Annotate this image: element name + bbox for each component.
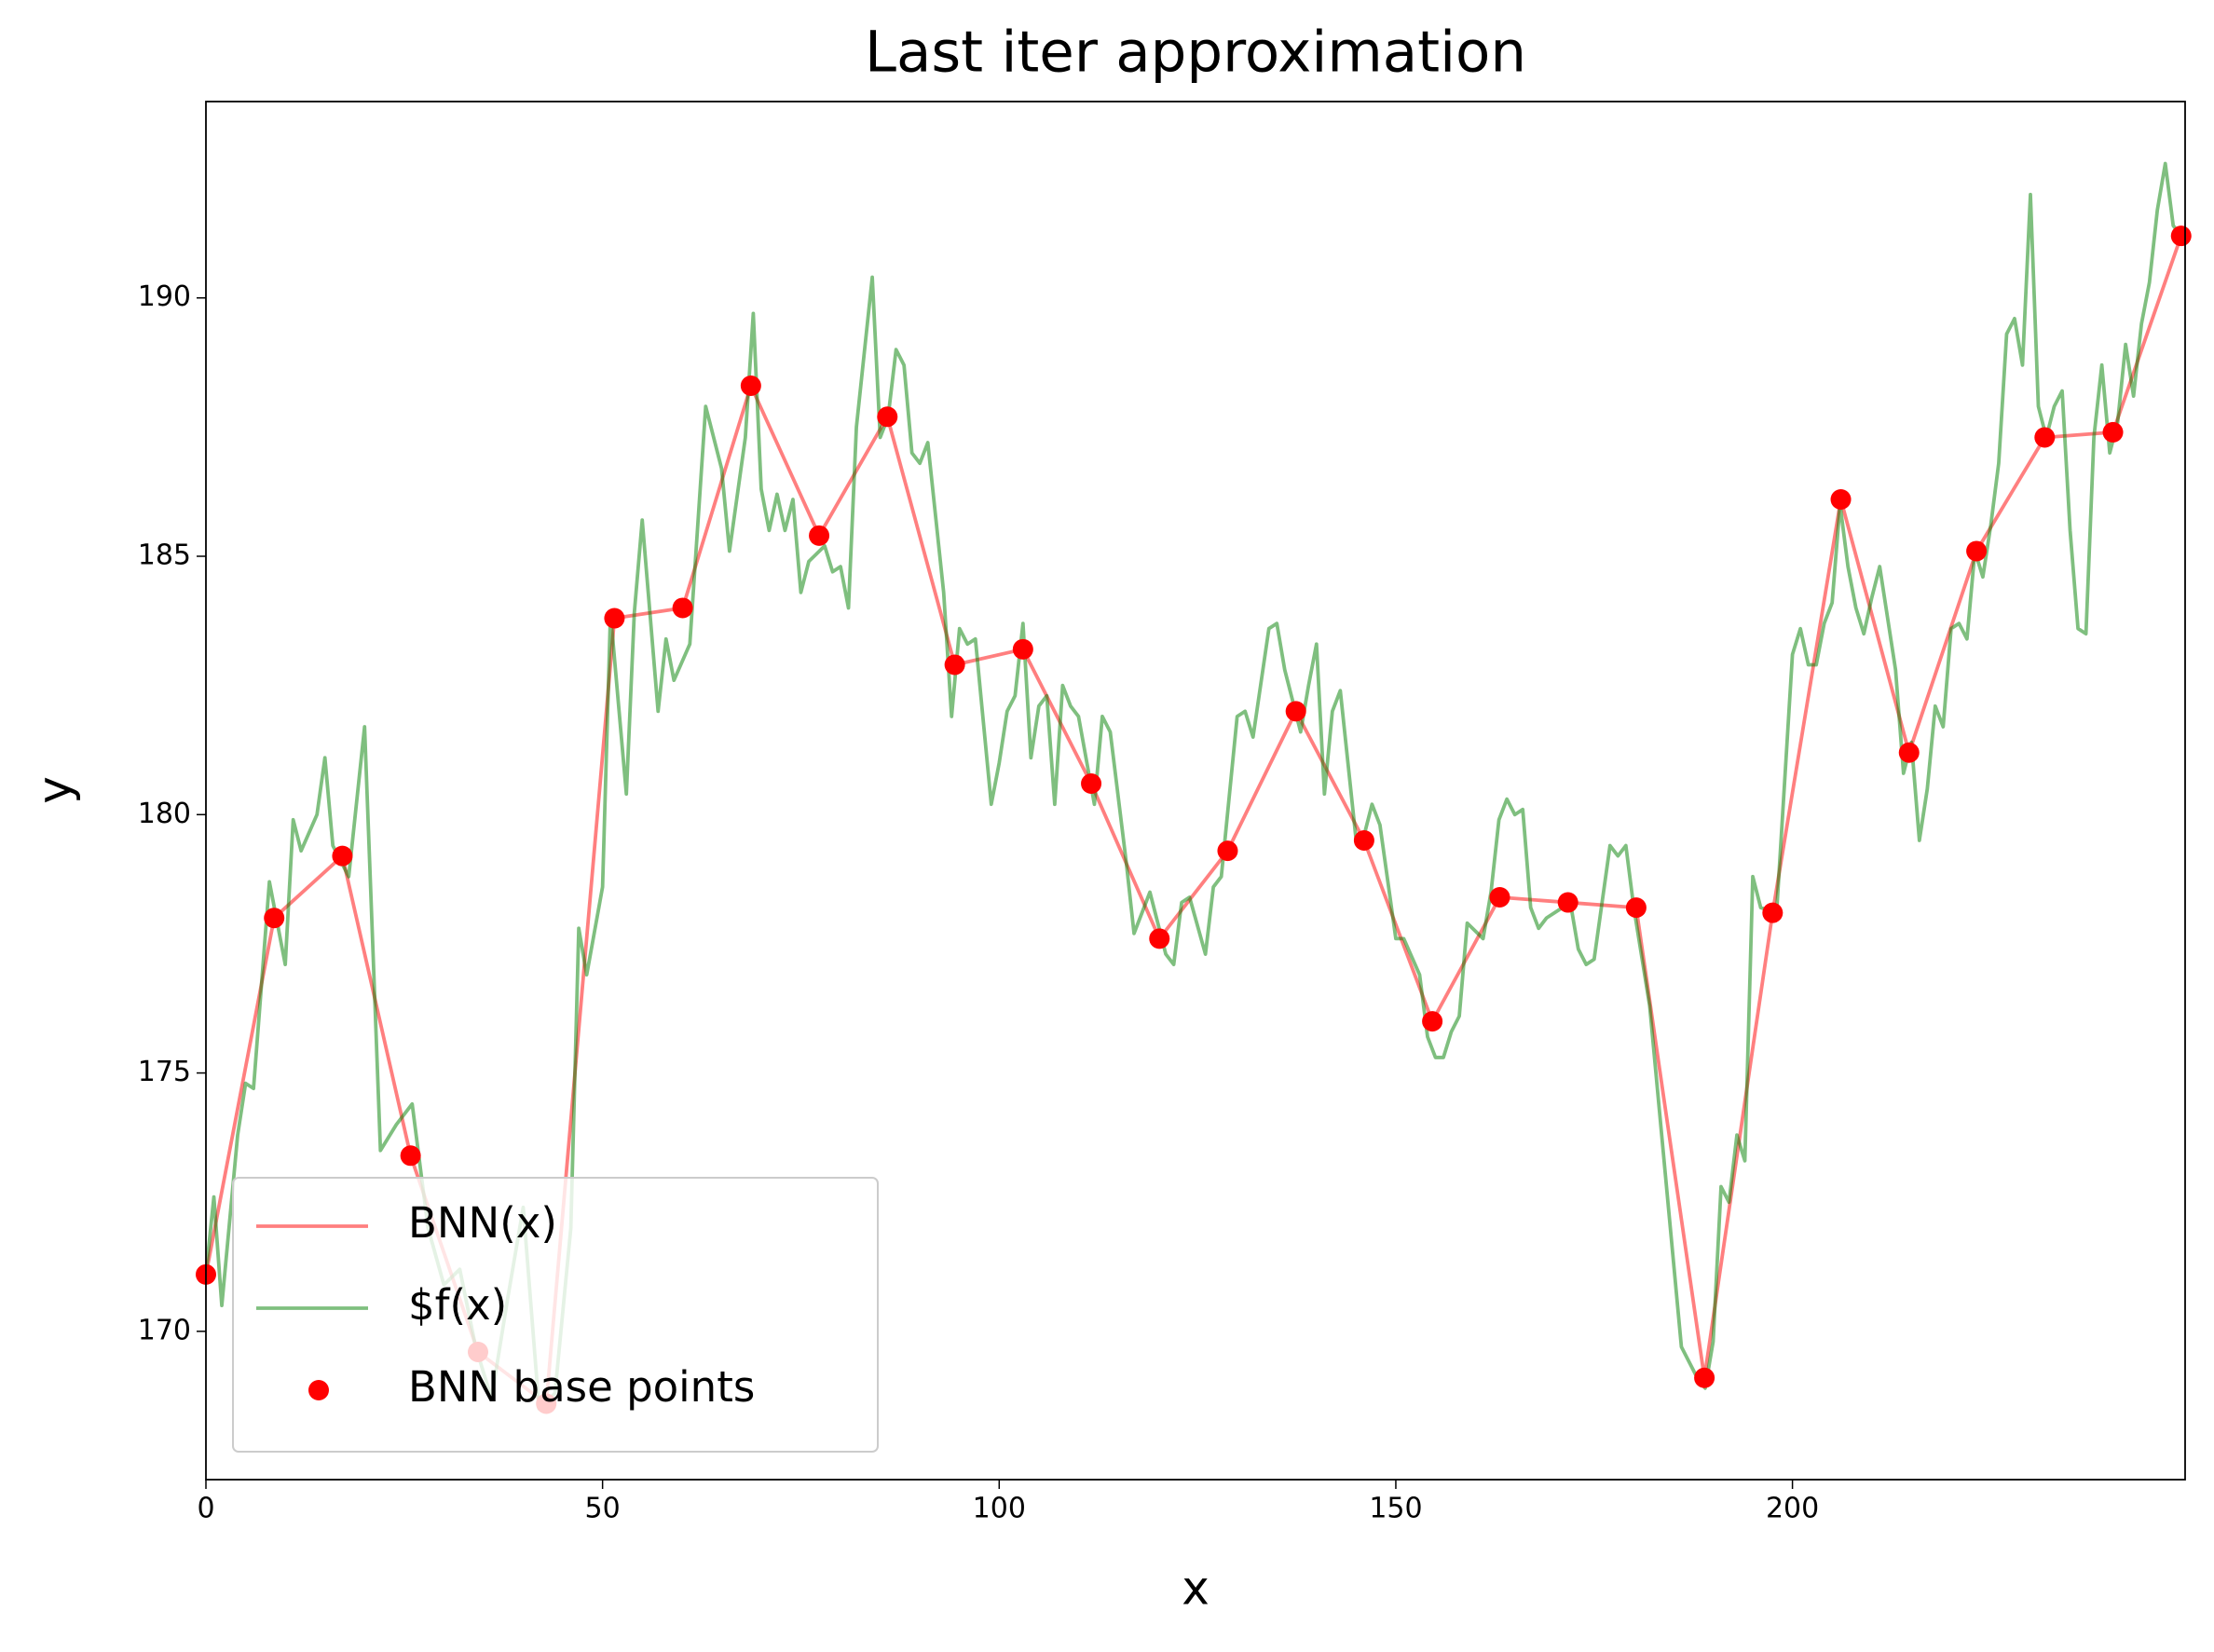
scatter-point [1694, 1367, 1715, 1388]
legend-label: BNN base points [408, 1362, 755, 1412]
scatter-point [1830, 489, 1852, 511]
scatter-point [1625, 897, 1647, 919]
y-tick-label: 170 [138, 1314, 191, 1346]
legend-label: $f(x) [408, 1280, 507, 1330]
scatter-point [877, 406, 898, 428]
x-axis-label: x [1182, 1562, 1210, 1616]
scatter-point [944, 654, 965, 676]
x-tick-label: 150 [1369, 1493, 1422, 1525]
x-tick-label: 100 [973, 1493, 1026, 1525]
legend-label: BNN(x) [408, 1198, 557, 1248]
scatter-point [1422, 1011, 1443, 1032]
scatter-point [2102, 421, 2124, 443]
scatter-point [264, 908, 285, 929]
scatter-point [740, 375, 761, 397]
scatter-point [672, 597, 693, 619]
scatter-point [2170, 225, 2192, 247]
scatter-point [1762, 902, 1784, 923]
chart-title: Last iter approximation [865, 20, 1526, 86]
y-tick-label: 185 [138, 539, 191, 572]
scatter-point [1081, 773, 1102, 795]
x-tick-label: 0 [197, 1493, 214, 1525]
legend-marker [308, 1380, 329, 1400]
scatter-point [1285, 701, 1306, 722]
y-axis-label: y [28, 776, 82, 804]
scatter-point [809, 525, 830, 546]
axes-frame [205, 101, 2186, 1481]
scatter-point [1217, 840, 1238, 862]
scatter-point [1149, 928, 1170, 949]
x-tick-label: 50 [585, 1493, 621, 1525]
scatter-point [1966, 540, 1988, 562]
scatter-point [332, 845, 353, 867]
y-tick-label: 180 [138, 798, 191, 830]
scatter-point [400, 1145, 421, 1167]
scatter-point [1489, 887, 1510, 908]
scatter-point [1353, 830, 1374, 852]
scatter-point [1557, 892, 1578, 913]
scatter-point [1012, 638, 1033, 660]
y-tick-label: 175 [138, 1056, 191, 1088]
legend-box [232, 1177, 879, 1453]
scatter-point [604, 608, 625, 629]
line-series [206, 161, 2183, 1411]
scatter-point [1898, 742, 1920, 763]
scatter-point [2034, 427, 2056, 448]
y-tick-label: 190 [138, 280, 191, 313]
x-tick-label: 200 [1766, 1493, 1819, 1525]
